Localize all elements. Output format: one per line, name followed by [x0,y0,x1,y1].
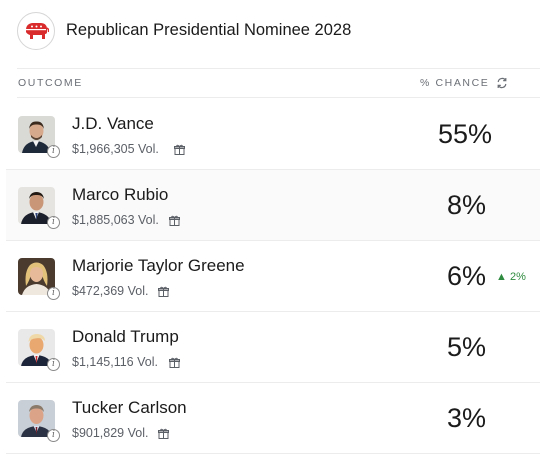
volume-text: $1,885,063 Vol. [72,213,159,227]
outcome-row[interactable]: i Tucker Carlson $901,829 Vol. 3% [6,383,540,454]
candidate-name: Marco Rubio [72,185,169,204]
info-icon[interactable]: i [47,429,60,442]
info-icon[interactable]: i [47,358,60,371]
chance-value: 55% [438,119,493,149]
outcome-row[interactable]: i J.D. Vance $1,966,305 Vol. 55% [6,99,540,170]
volume-text: $901,829 Vol. [72,426,149,440]
gift-icon[interactable] [174,142,185,160]
candidate-avatar [18,116,55,153]
outcome-row[interactable]: i Marco Rubio $1,885,063 Vol. 8% [6,170,540,241]
volume-text: $472,369 Vol. [72,284,149,298]
gift-icon[interactable] [158,426,169,444]
arrow-up-icon: ▲ [496,271,507,283]
outcome-row[interactable]: i Marjorie Taylor Greene $472,369 Vol. 6… [6,241,540,312]
outcome-column-label: OUTCOME [18,77,83,89]
refresh-icon[interactable] [496,76,508,94]
chance-value: 5% [447,332,487,362]
chance-change-value: 2% [509,271,526,283]
candidate-name: Marjorie Taylor Greene [72,256,245,275]
column-header: OUTCOME % CHANCE [17,68,540,98]
chance-change: ▲ 2% [496,271,526,283]
chance-value: 8% [447,190,487,220]
candidate-name: Tucker Carlson [72,398,187,417]
candidate-avatar [18,187,55,224]
candidate-avatar [18,258,55,295]
info-icon[interactable]: i [47,287,60,300]
info-icon[interactable]: i [47,145,60,158]
info-icon[interactable]: i [47,216,60,229]
volume-text: $1,966,305 Vol. [72,142,159,156]
chance-value: 6% [447,261,487,291]
market-header: Republican Presidential Nominee 2028 [0,0,540,62]
chance-column-label: % CHANCE [420,77,490,89]
gift-icon[interactable] [169,213,180,231]
candidate-name: Donald Trump [72,327,179,346]
gift-icon[interactable] [158,284,169,302]
gop-elephant-icon [17,12,55,50]
chance-value: 3% [447,403,487,433]
page-title: Republican Presidential Nominee 2028 [66,21,352,39]
volume-text: $1,145,116 Vol. [72,355,158,369]
gift-icon[interactable] [169,355,180,373]
outcome-row[interactable]: i Donald Trump $1,145,116 Vol. 5% [6,312,540,383]
candidate-name: J.D. Vance [72,114,154,133]
